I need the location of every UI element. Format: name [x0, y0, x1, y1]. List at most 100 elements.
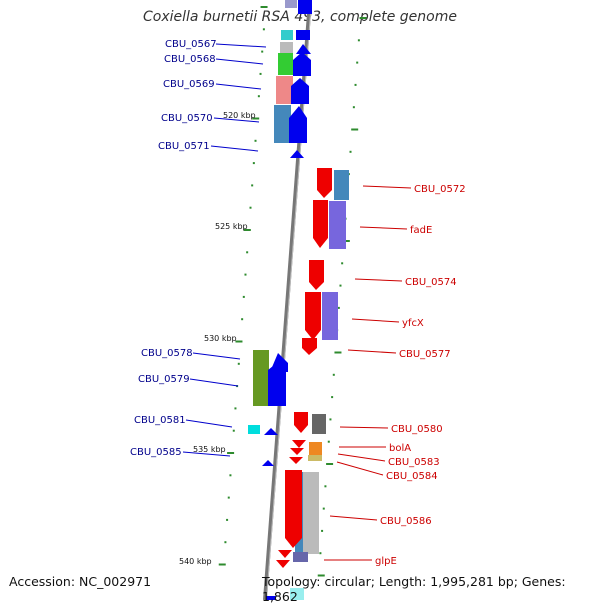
scale-label: 525 kbp — [215, 222, 248, 231]
cog-bars-forward — [248, 0, 297, 434]
label-leaders-forward — [182, 43, 267, 457]
forward-genes — [262, 0, 312, 600]
gene-label: bolA — [389, 443, 411, 454]
gene-arrow — [278, 550, 292, 558]
tick-mark — [334, 351, 342, 354]
gene-label: CBU_0574 — [405, 277, 457, 288]
cog-bar — [276, 76, 293, 104]
tick-mark — [351, 128, 359, 131]
cog-bar — [312, 414, 326, 434]
gene-arrow — [313, 200, 328, 248]
leader-line — [354, 278, 403, 282]
cog-bar — [281, 30, 293, 40]
tick-mark — [326, 463, 334, 465]
leader-line — [351, 318, 400, 323]
gene-label: glpE — [375, 556, 397, 567]
cog-bar — [248, 425, 260, 434]
gene-label: CBU_0584 — [386, 471, 438, 482]
tick-mark — [356, 61, 359, 64]
cog-bar — [329, 201, 346, 249]
tick-mark — [324, 485, 327, 488]
cog-bar — [309, 442, 322, 455]
tick-mark — [317, 574, 325, 577]
scale-label: 540 kbp — [179, 557, 212, 566]
tick-mark — [218, 563, 226, 566]
tick-mark — [342, 240, 350, 242]
tick-mark — [232, 429, 235, 432]
tick-mark — [327, 440, 330, 443]
tick-mark — [329, 418, 332, 421]
gene-arrow — [305, 292, 321, 340]
leader-line — [192, 352, 241, 360]
gene-arrow — [302, 338, 317, 355]
tick-mark — [252, 117, 260, 120]
reverse-genes — [276, 168, 332, 568]
tick-mark — [341, 262, 344, 265]
gene-label: CBU_0571 — [158, 141, 210, 152]
gene-label: CBU_0583 — [388, 457, 440, 468]
gene-label: CBU_0579 — [138, 374, 190, 385]
gene-arrow — [292, 440, 306, 448]
labels-reverse: CBU_0572 fadE CBU_0574 yfcX CBU_0577 CBU… — [375, 184, 466, 567]
leader-line — [336, 461, 384, 476]
gene-arrow — [293, 52, 311, 76]
cog-bar — [274, 105, 291, 143]
scale-label-group: 520 kbp 525 kbp 530 kbp 535 kbp 540 kbp — [179, 111, 256, 566]
gene-label: CBU_0570 — [161, 113, 213, 124]
gene-arrow — [296, 44, 311, 54]
gene-label: yfcX — [402, 318, 424, 329]
tick-mark — [246, 251, 249, 254]
accession-text: Accession: NC_002971 — [9, 574, 152, 589]
tick-mark — [254, 139, 257, 142]
tick-mark — [321, 529, 324, 532]
leader-line — [185, 419, 233, 428]
gene-arrow — [298, 0, 312, 14]
gene-arrow — [264, 428, 278, 435]
gene-arrow — [317, 168, 332, 198]
gene-label: CBU_0567 — [165, 39, 217, 50]
gene-arrow — [309, 260, 324, 290]
tick-mark — [322, 507, 325, 510]
tick-mark — [319, 552, 322, 555]
gene-label: CBU_0569 — [163, 79, 215, 90]
leader-line — [215, 83, 262, 90]
leader-line — [339, 426, 389, 429]
labels-forward: CBU_0567 CBU_0568 CBU_0569 CBU_0570 CBU_… — [130, 39, 217, 458]
cog-bar — [253, 350, 269, 406]
gene-label: CBU_0572 — [414, 184, 466, 195]
leader-line — [362, 185, 412, 189]
gene-label: CBU_0578 — [141, 348, 193, 359]
tick-mark — [259, 72, 262, 75]
cog-bar — [322, 292, 338, 340]
tick-mark — [257, 95, 260, 98]
tick-mark — [241, 318, 244, 321]
tick-mark — [243, 229, 251, 231]
label-leaders-reverse — [324, 185, 412, 561]
cog-bar — [293, 552, 308, 562]
tick-mark — [261, 50, 264, 53]
tick-mark — [349, 150, 352, 153]
tick-mark — [359, 17, 367, 19]
tick-mark — [251, 184, 254, 187]
leader-line — [359, 226, 408, 230]
gene-arrow — [270, 353, 288, 372]
tick-mark — [234, 407, 237, 410]
tick-mark — [354, 83, 357, 86]
leader-line — [210, 145, 259, 152]
leader-line — [182, 451, 231, 457]
gene-arrow — [294, 412, 308, 433]
tick-mark — [249, 206, 252, 209]
gene-arrow — [289, 457, 303, 464]
cog-bar — [290, 588, 304, 600]
leader-line — [189, 378, 239, 387]
gene-arrow — [290, 150, 304, 158]
gene-label: fadE — [410, 225, 432, 236]
leader-line — [215, 58, 264, 65]
cog-bar — [334, 170, 349, 200]
cog-bar — [285, 0, 297, 8]
leader-line — [213, 117, 260, 123]
gene-label: CBU_0577 — [399, 349, 451, 360]
tick-mark — [242, 295, 245, 298]
tick-mark — [357, 39, 360, 42]
leader-line — [337, 453, 386, 462]
